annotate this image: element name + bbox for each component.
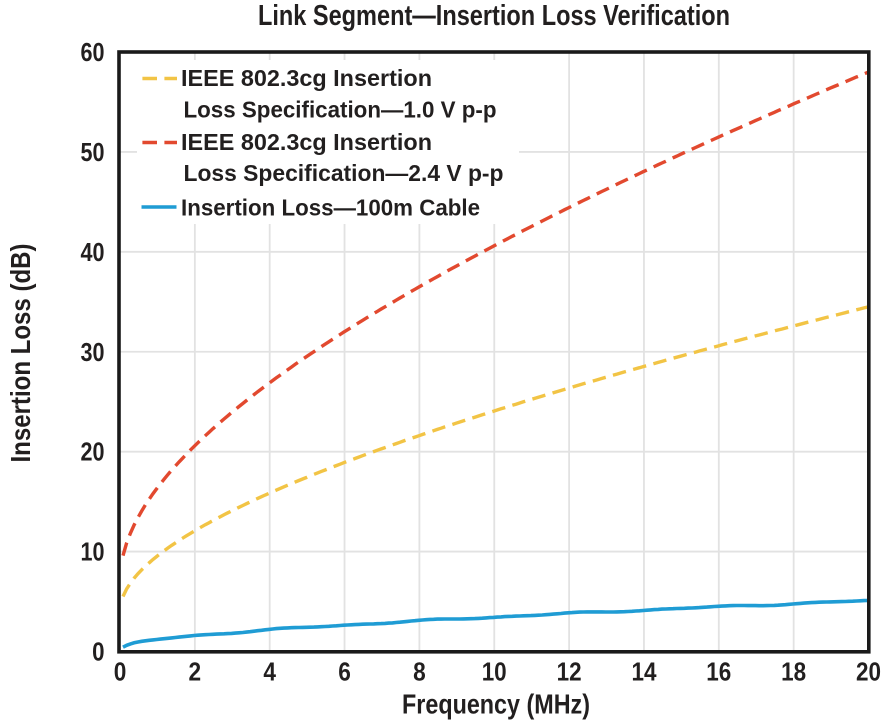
svg-text:20: 20 bbox=[856, 659, 881, 687]
svg-text:0: 0 bbox=[92, 639, 104, 667]
svg-text:10: 10 bbox=[81, 539, 105, 567]
svg-text:0: 0 bbox=[114, 659, 127, 687]
svg-text:10: 10 bbox=[482, 659, 507, 687]
svg-text:IEEE 802.3cg Insertion: IEEE 802.3cg Insertion bbox=[181, 129, 432, 155]
svg-text:60: 60 bbox=[81, 39, 105, 67]
svg-text:20: 20 bbox=[81, 439, 105, 467]
svg-text:40: 40 bbox=[81, 239, 105, 267]
svg-text:Frequency (MHz): Frequency (MHz) bbox=[402, 689, 590, 720]
svg-text:18: 18 bbox=[781, 659, 806, 687]
svg-text:4: 4 bbox=[263, 659, 276, 687]
svg-text:14: 14 bbox=[632, 659, 658, 687]
svg-text:8: 8 bbox=[413, 659, 426, 687]
svg-text:Insertion Loss—100m Cable: Insertion Loss—100m Cable bbox=[181, 195, 480, 221]
svg-text:Loss Specification—1.0 V p-p: Loss Specification—1.0 V p-p bbox=[184, 97, 497, 123]
svg-text:Insertion Loss (dB): Insertion Loss (dB) bbox=[5, 244, 36, 463]
svg-text:IEEE 802.3cg Insertion: IEEE 802.3cg Insertion bbox=[181, 65, 432, 91]
svg-text:2: 2 bbox=[189, 659, 202, 687]
svg-text:50: 50 bbox=[81, 139, 105, 167]
svg-text:16: 16 bbox=[706, 659, 731, 687]
svg-text:30: 30 bbox=[81, 339, 105, 367]
svg-text:Link Segment—Insertion Loss Ve: Link Segment—Insertion Loss Verification bbox=[258, 0, 730, 32]
svg-text:12: 12 bbox=[557, 659, 582, 687]
svg-text:6: 6 bbox=[338, 659, 351, 687]
svg-text:Loss Specification—2.4 V p-p: Loss Specification—2.4 V p-p bbox=[184, 160, 504, 186]
